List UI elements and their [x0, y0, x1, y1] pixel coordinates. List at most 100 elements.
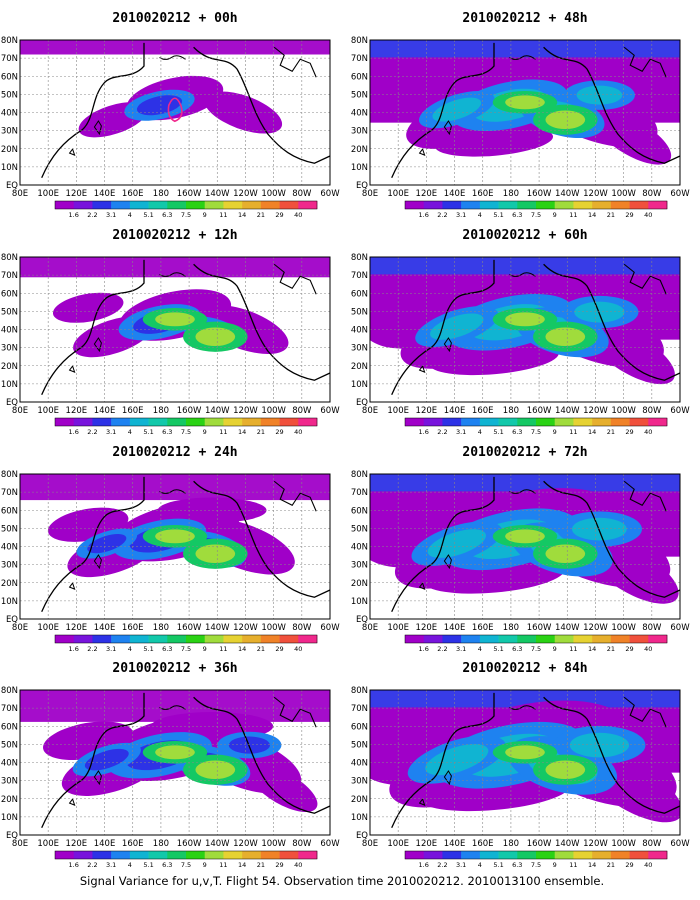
colorbar-swatch: [423, 851, 443, 859]
lat-tick-label: 80N: [1, 36, 18, 46]
colorbar-swatch: [517, 635, 537, 643]
colorbar-swatch: [461, 851, 481, 859]
colorbar-label: 5.1: [143, 211, 153, 219]
lat-tick-label: 10N: [1, 163, 18, 173]
colorbar-label: 6.3: [162, 428, 172, 436]
lon-tick-label: 120E: [416, 406, 438, 416]
lon-tick-label: 180: [503, 406, 519, 416]
colorbar-swatch: [55, 635, 75, 643]
colorbar-swatch: [298, 418, 318, 426]
map-frame: [19, 256, 331, 403]
colorbar-swatch: [204, 201, 224, 209]
lon-tick-label: 140E: [94, 189, 116, 199]
colorbar-label: 14: [238, 645, 246, 653]
lat-tick-label: EQ: [356, 398, 368, 408]
colorbar-label: 3.1: [106, 428, 116, 436]
colorbar-swatch: [129, 201, 149, 209]
lon-tick-label: 160W: [177, 839, 202, 849]
colorbar-swatch: [554, 851, 574, 859]
lat-tick-label: 70N: [1, 704, 18, 714]
lon-tick-label: 60W: [320, 406, 340, 416]
lon-tick-label: 140W: [555, 623, 580, 633]
colorbar-label: 3.1: [106, 211, 116, 219]
colorbar-swatch: [442, 635, 462, 643]
lat-tick-label: 80N: [351, 686, 368, 696]
colorbar-swatch: [73, 418, 93, 426]
colorbar-swatch: [223, 418, 243, 426]
lon-tick-label: 100E: [387, 623, 409, 633]
colorbar-label: 5.1: [493, 645, 503, 653]
colorbar-label: 9: [203, 861, 207, 869]
lon-tick-label: 140W: [555, 189, 580, 199]
colorbar-swatch: [129, 635, 149, 643]
colorbar-swatch: [148, 635, 168, 643]
lon-tick-label: 120W: [583, 623, 608, 633]
lat-tick-label: 20N: [1, 145, 18, 155]
colorbar-label: 9: [553, 645, 557, 653]
map-panel: 2010020212 + 12h 80N 70N 60N 50N 40N 30N 20N 10N…: [1, 228, 340, 436]
colorbar-swatch: [405, 635, 425, 643]
lon-tick-label: 120W: [233, 189, 258, 199]
colorbar-label: 4: [128, 428, 132, 436]
panel-title: 2010020212 + 00h: [112, 11, 237, 26]
colorbar-label: 6.3: [512, 211, 522, 219]
lon-tick-label: 100E: [37, 189, 59, 199]
colorbar-swatch: [55, 851, 75, 859]
colorbar-swatch: [186, 201, 206, 209]
lon-tick-label: 120W: [583, 839, 608, 849]
colorbar: 1.6 2.2 3.1 4 5.1 6.3 7.5 9 11 14 21 29 40: [54, 417, 318, 436]
lat-tick-label: EQ: [6, 615, 18, 625]
colorbar-label: 21: [607, 861, 615, 869]
colorbar-label: 6.3: [162, 861, 172, 869]
colorbar-label: 1.6: [419, 861, 429, 869]
colorbar-swatch: [92, 635, 112, 643]
colorbar-label: 40: [644, 211, 652, 219]
signal-variance-field: [20, 257, 330, 402]
colorbar-swatch: [498, 418, 518, 426]
colorbar-label: 40: [644, 645, 652, 653]
colorbar-swatch: [648, 635, 668, 643]
map-frame: [369, 473, 681, 620]
colorbar-swatch: [573, 418, 593, 426]
colorbar-label: 21: [607, 428, 615, 436]
map-gridlines: [20, 690, 330, 835]
colorbar-label: 14: [588, 645, 596, 653]
lat-tick-label: 30N: [1, 777, 18, 787]
colorbar-swatch: [554, 418, 574, 426]
lat-tick-label: 30N: [351, 344, 368, 354]
map-gridlines: [20, 40, 330, 185]
lat-tick-label: 50N: [1, 307, 18, 317]
colorbar-swatch: [92, 851, 112, 859]
lat-tick-label: EQ: [6, 181, 18, 191]
lat-tick-label: 60N: [1, 722, 18, 732]
map-frame: [19, 39, 331, 186]
colorbar-label: 7.5: [531, 645, 541, 653]
map-panel: 2010020212 + 84h 80N 70N 60N 50N 40N 30N 20N 10N…: [351, 661, 690, 869]
lon-tick-label: 80W: [292, 839, 312, 849]
signal-variance-field: [370, 474, 680, 619]
colorbar-swatch: [610, 851, 630, 859]
lon-tick-label: 120E: [416, 623, 438, 633]
colorbar: 1.6 2.2 3.1 4 5.1 6.3 7.5 9 11 14 21 29 40: [404, 200, 668, 219]
colorbar-swatch: [242, 635, 262, 643]
colorbar-swatch: [405, 418, 425, 426]
colorbar: 1.6 2.2 3.1 4 5.1 6.3 7.5 9 11 14 21 29 40: [54, 634, 318, 653]
colorbar-swatch: [479, 418, 499, 426]
colorbar-swatch: [498, 851, 518, 859]
colorbar-label: 4: [128, 645, 132, 653]
colorbar-label: 14: [588, 211, 596, 219]
colorbar-label: 4: [128, 861, 132, 869]
colorbar-label: 2.2: [437, 645, 447, 653]
lon-tick-label: 140E: [444, 189, 466, 199]
colorbar-swatch: [129, 418, 149, 426]
colorbar-label: 11: [569, 645, 577, 653]
colorbar-swatch: [442, 201, 462, 209]
lon-tick-label: 100W: [261, 839, 286, 849]
figure-caption: Signal Variance for u,v,T. Flight 54. Ob…: [80, 874, 604, 888]
panel-title: 2010020212 + 24h: [112, 445, 237, 460]
lat-tick-label: 20N: [351, 145, 368, 155]
lon-tick-label: 160E: [122, 406, 144, 416]
lat-tick-label: 70N: [351, 488, 368, 498]
colorbar-swatch: [298, 851, 318, 859]
